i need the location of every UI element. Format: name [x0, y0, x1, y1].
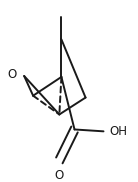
Text: O: O — [55, 169, 64, 182]
Text: OH: OH — [109, 125, 127, 138]
Text: O: O — [8, 68, 17, 81]
